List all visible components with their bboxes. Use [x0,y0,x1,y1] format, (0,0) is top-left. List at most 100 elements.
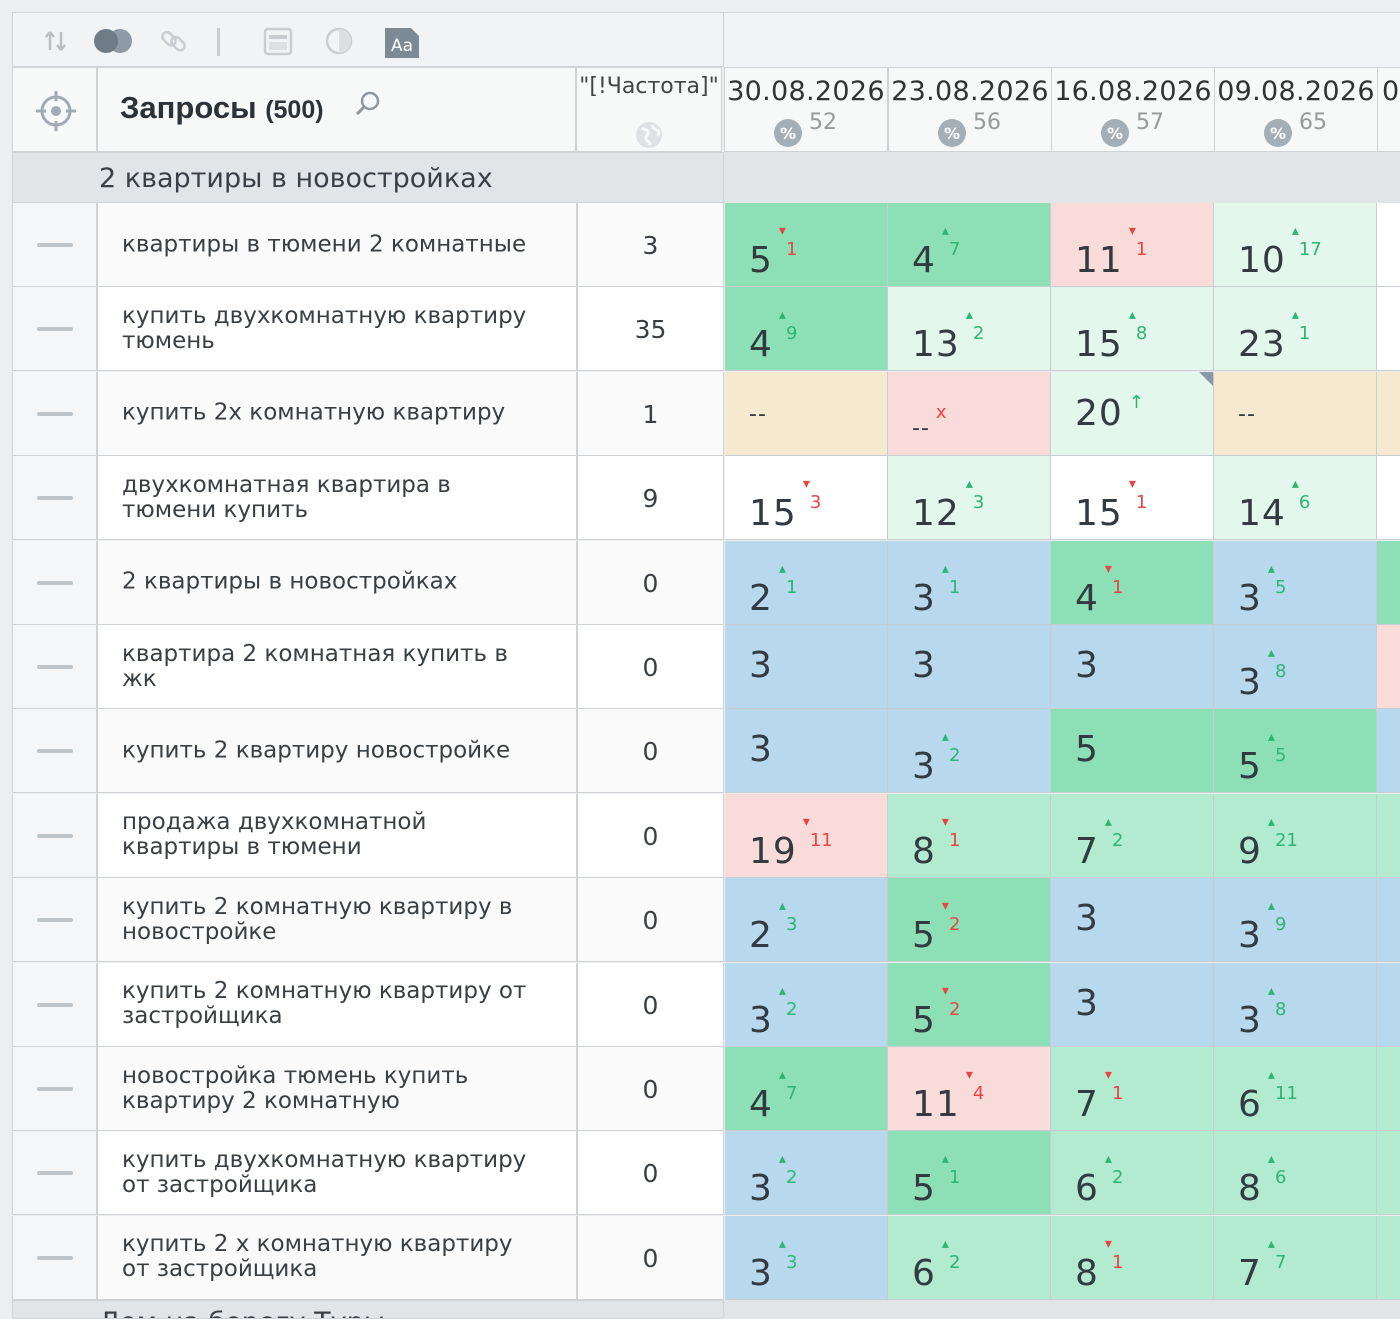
position-cell[interactable] [1377,540,1400,625]
font-icon[interactable]: Aa [385,26,419,58]
position-cell[interactable] [1377,1047,1400,1131]
position-cell[interactable]: 15▾3 [725,456,888,541]
position-cell[interactable] [1377,287,1400,372]
query-cell[interactable]: двухкомнатная квартира в тюмени купить [97,456,577,541]
position-cell[interactable]: 3▴5 [1214,540,1377,625]
position-cell[interactable]: 3▴3 [725,1215,888,1300]
position-cell[interactable]: 8▴6 [1214,1131,1377,1216]
row-handle[interactable] [12,793,97,878]
calendar-icon[interactable] [263,26,293,56]
position-cell[interactable]: 5 [1051,709,1214,794]
position-cell[interactable]: -- [1214,371,1377,456]
position-cell[interactable]: 3 [725,709,888,794]
date-header[interactable]: 16.08.2026% 57 [1051,67,1215,152]
row-handle[interactable] [12,1047,97,1131]
date-header[interactable]: 23.08.2026% 56 [888,67,1052,152]
position-cell[interactable]: 5▾2 [888,962,1051,1047]
query-cell[interactable]: купить 2х комнатную квартиру [97,371,577,456]
position-cell[interactable]: 6▴2 [888,1215,1051,1300]
position-cell[interactable]: 3▴1 [888,540,1051,625]
group-row[interactable]: 2 квартиры в новостройках [12,152,724,203]
position-cell[interactable]: 3▴2 [725,962,888,1047]
row-handle[interactable] [12,540,97,625]
position-cell[interactable]: 3 [1051,878,1214,963]
position-cell[interactable]: 7▴7 [1214,1215,1377,1300]
row-handle[interactable] [12,456,97,541]
query-cell[interactable]: новостройка тюмень купить квартиру 2 ком… [97,1047,577,1131]
position-cell[interactable]: 8▾1 [1051,1215,1214,1300]
row-handle[interactable] [12,709,97,794]
toggle-icon[interactable] [91,26,135,56]
position-cell[interactable]: -- [725,371,888,456]
query-cell[interactable]: купить 2 комнатную квартиру от застройщи… [97,962,577,1047]
position-cell[interactable]: 3 [1051,625,1214,709]
position-cell[interactable]: 2▴1 [725,540,888,625]
position-cell[interactable]: 6▴11 [1214,1047,1377,1131]
position-cell[interactable]: 3▴2 [888,709,1051,794]
row-handle[interactable] [12,203,97,287]
row-handle[interactable] [12,1131,97,1216]
globe-icon[interactable] [634,120,664,154]
position-cell[interactable] [1377,962,1400,1047]
row-handle[interactable] [12,878,97,963]
position-cell[interactable]: 6▴2 [1051,1131,1214,1216]
position-cell[interactable]: 5▾2 [888,878,1051,963]
query-cell[interactable]: продажа двухкомнатной квартиры в тюмени [97,793,577,878]
search-icon[interactable] [354,90,382,122]
row-handle[interactable] [12,371,97,456]
position-cell[interactable] [1377,1131,1400,1216]
query-cell[interactable]: купить двухкомнатную квартиру от застрой… [97,1131,577,1216]
sort-icon[interactable] [41,26,71,56]
row-handle[interactable] [12,962,97,1047]
position-cell[interactable]: 3▴8 [1214,625,1377,709]
position-cell[interactable]: 3▴9 [1214,878,1377,963]
position-cell[interactable] [1377,709,1400,794]
position-cell[interactable]: 10▴17 [1214,203,1377,287]
date-header[interactable]: 0 [1377,67,1400,152]
position-cell[interactable]: 14▴6 [1214,456,1377,541]
position-cell[interactable]: 5▴5 [1214,709,1377,794]
position-cell[interactable] [1377,203,1400,287]
target-header[interactable] [12,67,97,152]
row-handle[interactable] [12,287,97,372]
row-handle[interactable] [12,1215,97,1300]
position-cell[interactable]: 7▾1 [1051,1047,1214,1131]
query-cell[interactable]: 2 квартиры в новостройках [97,540,577,625]
frequency-header[interactable]: "[!Частота]" [576,67,722,152]
position-cell[interactable]: 23▴1 [1214,287,1377,372]
position-cell[interactable]: -- x [888,371,1051,456]
position-cell[interactable]: 2▴3 [725,878,888,963]
position-cell[interactable]: 4▴9 [725,287,888,372]
position-cell[interactable]: 9▴21 [1214,793,1377,878]
position-cell[interactable]: 15▾1 [1051,456,1214,541]
next-group-row[interactable]: Дом на берегу Туры [12,1300,724,1319]
date-header[interactable]: 09.08.2026% 65 [1214,67,1378,152]
date-header[interactable]: 30.08.2026% 52 [724,67,888,152]
position-cell[interactable] [1377,878,1400,963]
position-cell[interactable] [1377,793,1400,878]
query-cell[interactable]: квартиры в тюмени 2 комнатные [97,203,577,287]
position-cell[interactable]: 7▴2 [1051,793,1214,878]
contrast-icon[interactable] [324,26,354,56]
position-cell[interactable] [1377,625,1400,709]
query-cell[interactable]: купить двухкомнатную квартиру тюмень [97,287,577,372]
link-icon[interactable] [159,26,189,56]
position-cell[interactable]: 3 [1051,962,1214,1047]
query-cell[interactable]: купить 2 х комнатную квартиру от застрой… [97,1215,577,1300]
position-cell[interactable]: 3▴2 [725,1131,888,1216]
position-cell[interactable]: 4▾1 [1051,540,1214,625]
position-cell[interactable]: 15▴8 [1051,287,1214,372]
position-cell[interactable] [1377,371,1400,456]
position-cell[interactable]: 5▾1 [725,203,888,287]
position-cell[interactable]: 13▴2 [888,287,1051,372]
position-cell[interactable]: 11▾1 [1051,203,1214,287]
position-cell[interactable]: 19▾11 [725,793,888,878]
position-cell[interactable]: 20 ↑ [1051,371,1214,456]
position-cell[interactable]: 11▾4 [888,1047,1051,1131]
position-cell[interactable]: 4▴7 [888,203,1051,287]
position-cell[interactable]: 8▾1 [888,793,1051,878]
position-cell[interactable] [1377,456,1400,541]
query-cell[interactable]: купить 2 квартиру новостройке [97,709,577,794]
position-cell[interactable]: 12▴3 [888,456,1051,541]
position-cell[interactable] [1377,1215,1400,1300]
